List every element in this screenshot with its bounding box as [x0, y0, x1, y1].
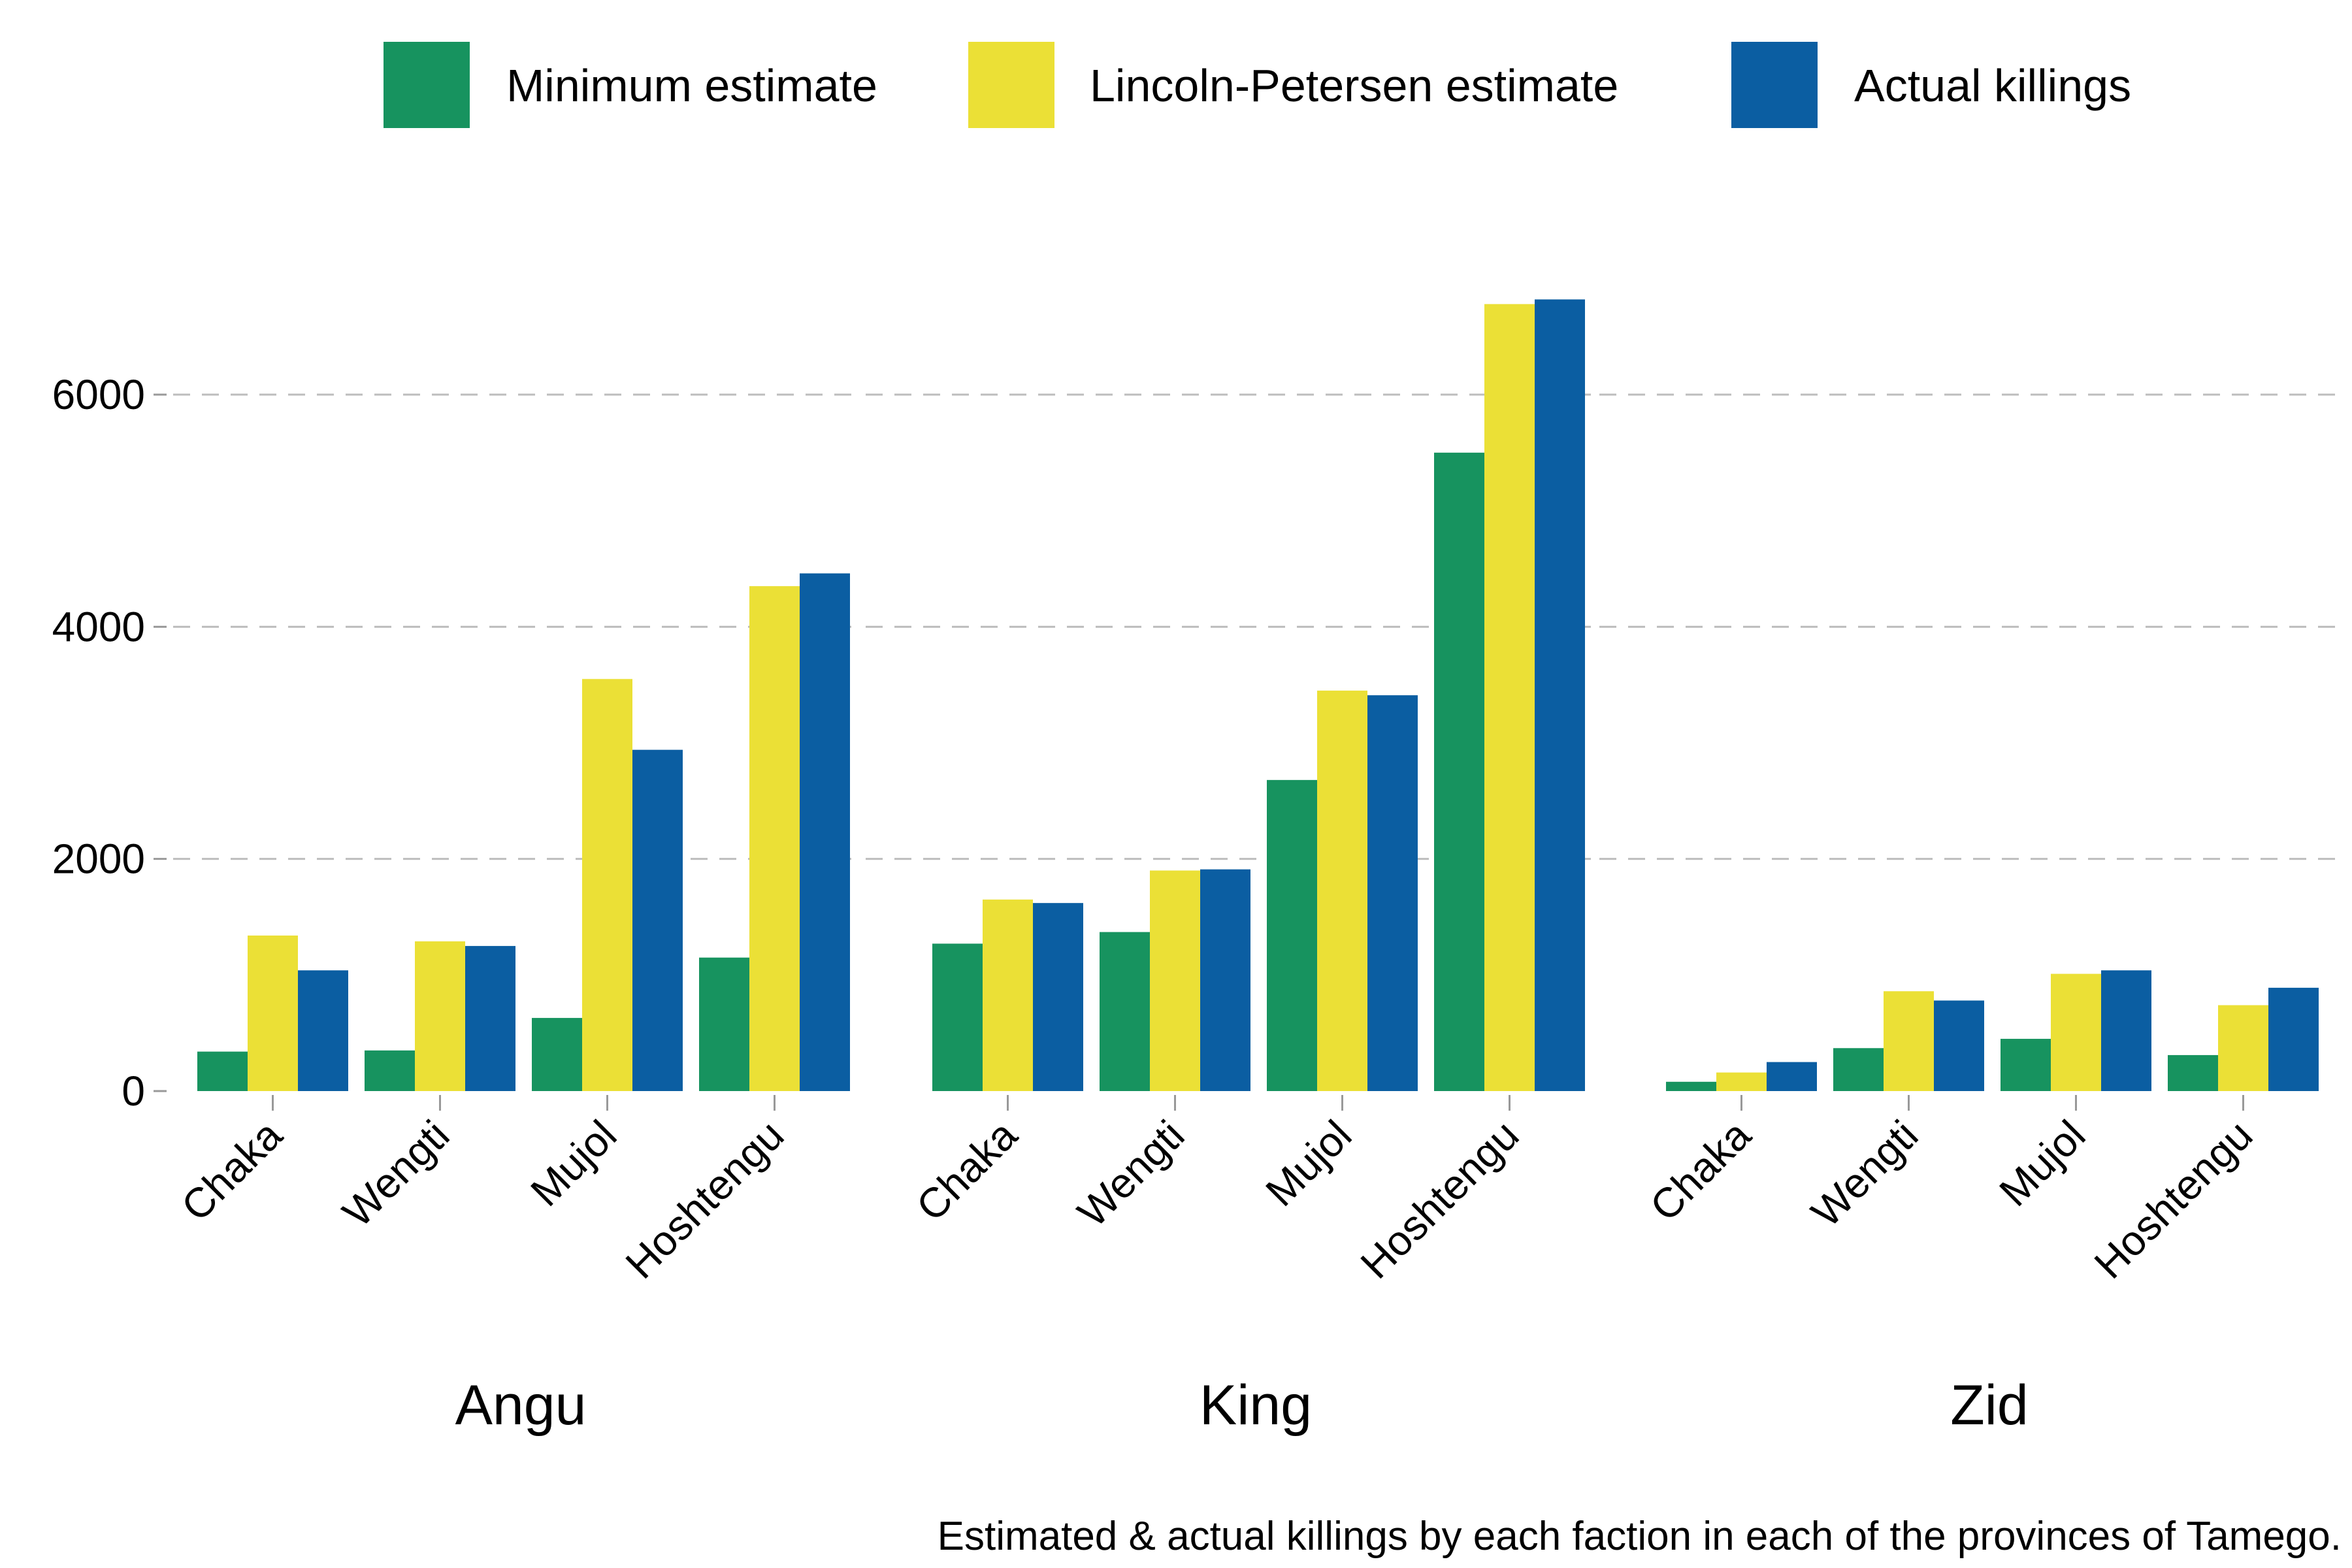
- x-tick-label: Chaka: [1641, 1111, 1760, 1230]
- bar-king-wengti-lincoln-petersen-estimate: [1150, 870, 1200, 1091]
- legend-label: Minimum estimate: [506, 60, 877, 111]
- y-axis: 0 2000 4000 6000: [52, 371, 167, 1115]
- bar-zid-chaka-actual-killings: [1767, 1062, 1817, 1091]
- legend-swatch: [384, 42, 470, 128]
- x-tick-label: Wengti: [1068, 1111, 1193, 1236]
- y-tick-label: 0: [122, 1068, 145, 1115]
- facet-label-angu: Angu: [455, 1374, 587, 1437]
- bar-angu-mujol-lincoln-petersen-estimate: [582, 679, 632, 1091]
- bar-angu-hoshtengu-actual-killings: [800, 573, 850, 1091]
- grid-lines: [173, 393, 2345, 860]
- x-tick-label: Mujol: [1990, 1111, 2094, 1215]
- bar-king-wengti-minimum-estimate: [1100, 932, 1150, 1091]
- x-tick-label: Mujol: [1256, 1111, 1360, 1215]
- x-tick-label: Hoshtengu: [1352, 1111, 1528, 1288]
- bar-angu-wengti-minimum-estimate: [365, 1050, 415, 1091]
- bar-zid-wengti-actual-killings: [1934, 1000, 1984, 1091]
- bar-angu-chaka-lincoln-petersen-estimate: [248, 935, 298, 1091]
- bar-zid-chaka-lincoln-petersen-estimate: [1716, 1072, 1767, 1091]
- bar-king-chaka-actual-killings: [1033, 903, 1083, 1091]
- bar-zid-mujol-lincoln-petersen-estimate: [2051, 973, 2101, 1091]
- bar-angu-wengti-actual-killings: [465, 945, 515, 1091]
- legend-label: Lincoln-Petersen estimate: [1090, 60, 1618, 111]
- y-tick-label: 2000: [52, 836, 145, 883]
- bar-angu-chaka-actual-killings: [298, 970, 348, 1091]
- facet-label-zid: Zid: [1950, 1374, 2028, 1437]
- bar-zid-wengti-minimum-estimate: [1833, 1048, 1884, 1091]
- bar-zid-hoshtengu-actual-killings: [2268, 987, 2319, 1091]
- x-tick-label: Chaka: [172, 1111, 291, 1230]
- bar-king-chaka-minimum-estimate: [932, 943, 983, 1091]
- legend: Minimum estimate Lincoln-Petersen estimat…: [384, 42, 2131, 128]
- x-tick-label: Hoshtengu: [617, 1111, 793, 1288]
- bar-angu-mujol-actual-killings: [632, 749, 683, 1091]
- bar-king-hoshtengu-lincoln-petersen-estimate: [1484, 304, 1535, 1091]
- legend-label: Actual killings: [1854, 60, 2131, 111]
- bar-zid-hoshtengu-minimum-estimate: [2168, 1054, 2218, 1091]
- bar-king-chaka-lincoln-petersen-estimate: [983, 899, 1033, 1091]
- y-tick-label: 6000: [52, 371, 145, 418]
- bar-king-mujol-actual-killings: [1367, 695, 1418, 1091]
- x-tick-label: Wengti: [333, 1111, 458, 1236]
- bar-king-hoshtengu-minimum-estimate: [1434, 452, 1484, 1091]
- bars: [197, 299, 2319, 1091]
- bar-angu-wengti-lincoln-petersen-estimate: [415, 941, 465, 1091]
- bar-zid-wengti-lincoln-petersen-estimate: [1884, 991, 1934, 1091]
- facet-labels: Angu King Zid: [455, 1374, 2029, 1437]
- bar-angu-hoshtengu-lincoln-petersen-estimate: [749, 586, 800, 1091]
- x-tick-label: Hoshtengu: [2085, 1111, 2262, 1288]
- bar-angu-mujol-minimum-estimate: [532, 1018, 582, 1091]
- bar-king-mujol-minimum-estimate: [1267, 779, 1317, 1091]
- chart-caption: Estimated & actual killings by each fact…: [938, 1514, 2342, 1559]
- bar-zid-hoshtengu-lincoln-petersen-estimate: [2218, 1005, 2268, 1091]
- bar-king-wengti-actual-killings: [1200, 869, 1250, 1091]
- bar-zid-mujol-minimum-estimate: [2001, 1039, 2051, 1091]
- x-tick-label: Wengti: [1802, 1111, 1927, 1236]
- legend-swatch: [1731, 42, 1818, 128]
- bar-king-hoshtengu-actual-killings: [1535, 299, 1585, 1091]
- bar-zid-mujol-actual-killings: [2101, 970, 2151, 1091]
- y-tick-label: 4000: [52, 603, 145, 650]
- bar-zid-chaka-minimum-estimate: [1666, 1081, 1716, 1091]
- facet-label-king: King: [1200, 1374, 1312, 1437]
- bar-king-mujol-lincoln-petersen-estimate: [1317, 691, 1367, 1091]
- x-tick-label: Mujol: [521, 1111, 625, 1215]
- x-tick-label: Chaka: [907, 1111, 1026, 1230]
- bar-angu-chaka-minimum-estimate: [197, 1051, 248, 1091]
- legend-swatch: [968, 42, 1054, 128]
- bar-angu-hoshtengu-minimum-estimate: [699, 957, 749, 1091]
